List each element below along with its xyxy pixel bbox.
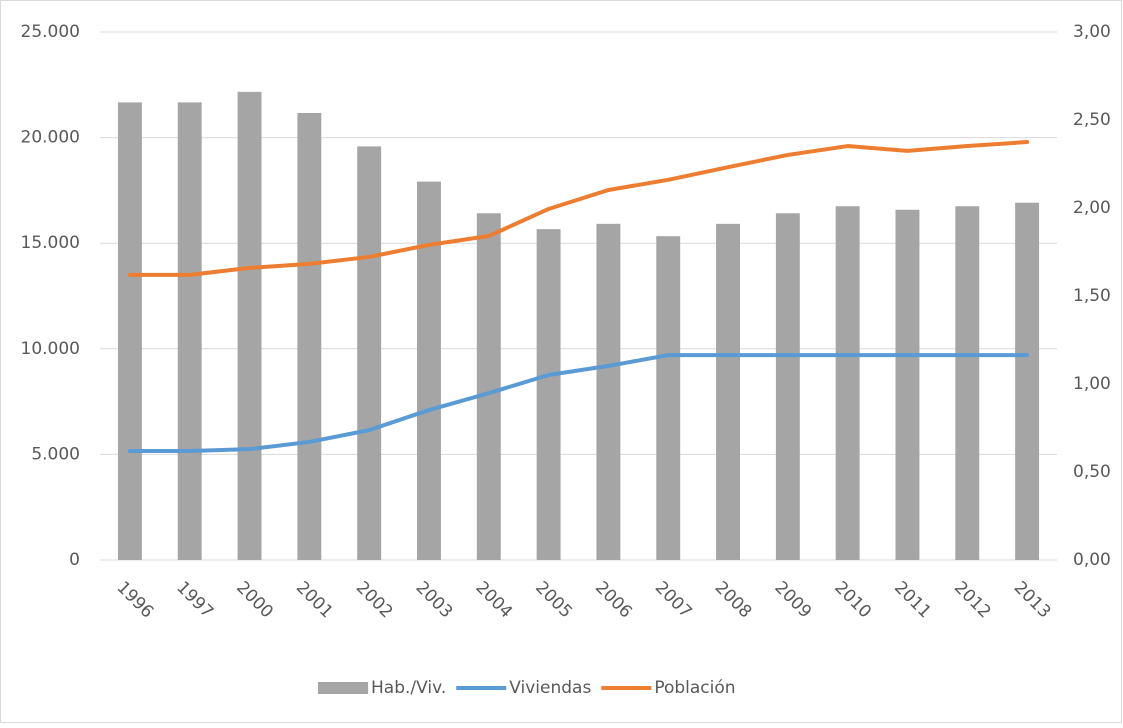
y-tick-label: 5.000 bbox=[31, 444, 80, 464]
bar bbox=[596, 223, 621, 560]
y2-tick-label: 0,00 bbox=[1073, 550, 1111, 570]
y2-tick-label: 3,00 bbox=[1073, 22, 1111, 42]
bar bbox=[536, 229, 561, 560]
y2-tick-label: 1,50 bbox=[1073, 286, 1111, 306]
bar bbox=[177, 102, 202, 561]
legend-label: Población bbox=[654, 678, 735, 698]
bar bbox=[656, 236, 681, 560]
bar bbox=[955, 206, 980, 561]
bar bbox=[775, 213, 800, 560]
bar bbox=[1015, 202, 1040, 560]
bar bbox=[835, 206, 860, 561]
y-tick-label: 15.000 bbox=[21, 233, 80, 253]
bar bbox=[297, 112, 322, 561]
bar bbox=[117, 102, 142, 561]
line bbox=[127, 140, 1030, 277]
y-tick-label: 25.000 bbox=[21, 22, 80, 42]
legend-swatch bbox=[318, 682, 368, 694]
y-tick-label: 20.000 bbox=[21, 128, 80, 148]
legend-label: Hab./Viv. bbox=[371, 678, 446, 698]
y2-tick-label: 1,00 bbox=[1073, 374, 1111, 394]
y2-tick-label: 0,50 bbox=[1073, 462, 1111, 482]
y-tick-label: 0 bbox=[69, 550, 80, 570]
legend-label: Viviendas bbox=[509, 678, 591, 698]
bar bbox=[417, 181, 441, 560]
y-tick-label: 10.000 bbox=[21, 339, 80, 359]
bar bbox=[357, 146, 382, 560]
bar bbox=[716, 223, 740, 560]
y2-tick-label: 2,00 bbox=[1073, 198, 1111, 218]
line bbox=[127, 353, 1030, 454]
bar bbox=[476, 213, 501, 560]
bar bbox=[237, 91, 262, 560]
y2-tick-label: 2,50 bbox=[1073, 110, 1111, 130]
bar bbox=[895, 209, 920, 560]
